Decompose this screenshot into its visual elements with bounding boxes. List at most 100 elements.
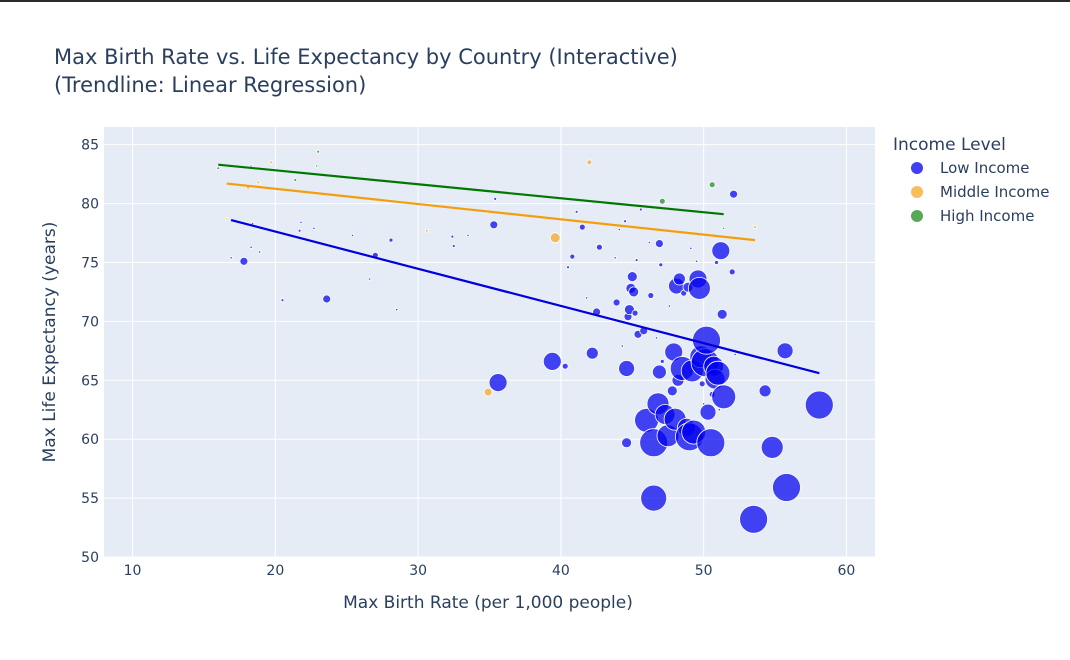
data-point[interactable] [753, 225, 757, 230]
data-point[interactable] [315, 164, 319, 168]
legend-item[interactable]: Middle Income [911, 183, 1050, 201]
data-point[interactable] [722, 226, 726, 230]
data-point[interactable] [666, 385, 678, 397]
data-point[interactable] [239, 256, 249, 266]
data-point[interactable] [658, 197, 666, 205]
data-point[interactable] [293, 178, 298, 182]
data-point[interactable] [623, 219, 627, 224]
data-point[interactable] [711, 384, 737, 410]
window-top-border [0, 0, 1070, 2]
data-point[interactable] [229, 256, 233, 260]
data-point[interactable] [424, 228, 429, 233]
legend-label: Low Income [940, 159, 1030, 177]
data-point[interactable] [450, 234, 455, 239]
trendlines [218, 163, 820, 375]
data-point[interactable] [776, 342, 794, 360]
data-point[interactable] [659, 358, 665, 364]
legend-item[interactable]: Low Income [911, 159, 1030, 177]
data-point[interactable] [362, 167, 366, 171]
data-point[interactable] [739, 504, 768, 534]
data-point[interactable] [673, 272, 686, 286]
data-point[interactable] [297, 228, 302, 233]
data-point[interactable] [699, 403, 717, 421]
data-point[interactable] [667, 304, 672, 308]
data-point[interactable] [542, 351, 562, 371]
data-point[interactable] [772, 473, 801, 502]
data-point[interactable] [647, 292, 655, 299]
data-point[interactable] [561, 362, 569, 370]
data-point[interactable] [613, 256, 617, 260]
data-point[interactable] [574, 209, 579, 214]
data-point[interactable] [634, 258, 639, 263]
data-point[interactable] [729, 189, 738, 199]
data-point[interactable] [269, 160, 273, 165]
data-point[interactable] [322, 294, 332, 304]
data-point[interactable] [612, 298, 621, 307]
data-point[interactable] [647, 240, 652, 245]
data-point[interactable] [225, 217, 229, 221]
data-point[interactable] [584, 296, 589, 300]
data-point[interactable] [216, 166, 221, 171]
data-point[interactable] [249, 245, 253, 249]
data-point[interactable] [316, 149, 321, 154]
data-point[interactable] [626, 271, 638, 283]
legend[interactable]: Income Level Low Income Middle Income High… [893, 135, 1050, 225]
data-point[interactable] [280, 298, 285, 303]
data-point[interactable] [596, 243, 603, 251]
data-point[interactable] [689, 246, 693, 250]
data-point[interactable] [483, 387, 493, 397]
data-point[interactable] [717, 408, 722, 412]
data-point[interactable] [367, 277, 372, 281]
data-point[interactable] [640, 484, 668, 512]
data-point[interactable] [696, 428, 726, 458]
data-point[interactable] [549, 232, 561, 244]
data-point[interactable] [312, 226, 316, 230]
data-point[interactable] [716, 308, 728, 320]
data-point[interactable] [760, 435, 784, 459]
data-point[interactable] [488, 373, 508, 393]
data-point[interactable] [758, 384, 772, 398]
data-point[interactable] [628, 286, 640, 298]
data-point[interactable] [705, 360, 731, 386]
data-point[interactable] [655, 239, 664, 249]
data-point[interactable] [585, 346, 599, 360]
chart-title-line-2: (Trendline: Linear Regression) [54, 73, 366, 97]
data-point[interactable] [578, 223, 586, 231]
data-point[interactable] [658, 262, 664, 268]
data-point[interactable] [466, 233, 470, 237]
data-point[interactable] [804, 390, 834, 420]
legend-item[interactable]: High Income [911, 207, 1034, 225]
data-point[interactable] [256, 180, 261, 185]
data-point[interactable] [714, 260, 719, 265]
data-point[interactable] [566, 265, 570, 270]
data-point[interactable] [728, 268, 736, 276]
data-point[interactable] [388, 237, 394, 243]
data-point[interactable] [395, 307, 399, 312]
data-point[interactable] [631, 309, 639, 317]
data-points[interactable] [216, 149, 834, 534]
data-point[interactable] [708, 181, 716, 189]
data-point[interactable] [652, 364, 667, 380]
data-point[interactable] [257, 250, 262, 254]
data-point[interactable] [711, 241, 731, 261]
data-point[interactable] [493, 196, 498, 201]
data-point[interactable] [569, 253, 576, 260]
data-point[interactable] [620, 344, 624, 348]
data-point[interactable] [617, 227, 622, 232]
data-point[interactable] [621, 437, 632, 449]
data-point[interactable] [638, 207, 643, 212]
data-point[interactable] [698, 380, 706, 388]
data-point[interactable] [350, 233, 354, 237]
y-axis-title: Max Life Expectancy (years) [40, 222, 60, 463]
data-point[interactable] [489, 220, 499, 230]
data-point[interactable] [451, 244, 456, 248]
data-point[interactable] [618, 360, 635, 377]
data-point[interactable] [654, 336, 659, 340]
data-point[interactable] [299, 220, 303, 224]
data-point[interactable] [694, 259, 699, 263]
data-point[interactable] [733, 352, 737, 356]
data-point[interactable] [688, 276, 711, 300]
data-point[interactable] [586, 159, 593, 166]
legend-label: Middle Income [940, 183, 1050, 201]
